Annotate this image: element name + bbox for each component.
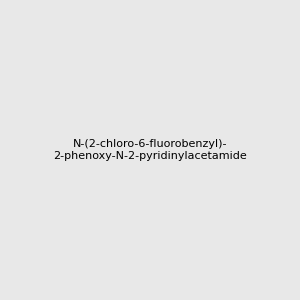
Text: N-(2-chloro-6-fluorobenzyl)-
2-phenoxy-N-2-pyridinylacetamide: N-(2-chloro-6-fluorobenzyl)- 2-phenoxy-N… bbox=[53, 139, 247, 161]
